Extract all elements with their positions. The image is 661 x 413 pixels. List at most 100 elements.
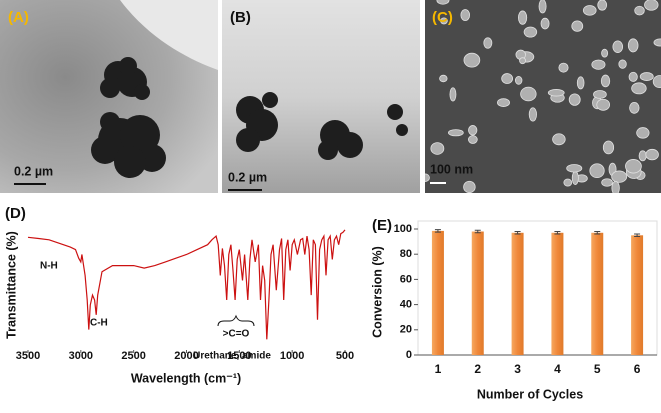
y-tick-label: 20: [400, 324, 412, 336]
particle: [439, 74, 448, 83]
error-bar: [634, 233, 641, 238]
particle: [528, 107, 537, 122]
particle: [601, 178, 613, 187]
x-tick-label: 2500: [121, 350, 145, 362]
x-tick-label: 1500: [227, 350, 251, 362]
particle: [639, 72, 654, 81]
particle: [514, 76, 523, 85]
particle: [523, 26, 538, 38]
error-bar: [474, 229, 481, 234]
x-tick-label: 6: [634, 362, 641, 376]
particle: [601, 48, 609, 58]
x-tick-label: 2000: [174, 350, 198, 362]
particle: [463, 52, 481, 68]
particle: [645, 148, 659, 161]
particle: [596, 98, 611, 111]
scale-bar-label: 0.2 µm: [14, 164, 53, 178]
annotation: Urethane, amide: [193, 351, 271, 362]
x-tick-label: 4: [554, 362, 561, 376]
x-tick-label: 5: [594, 362, 601, 376]
particle: [611, 170, 628, 183]
panel-label: (B): [230, 9, 251, 26]
particle: [483, 37, 493, 49]
particle: [449, 87, 457, 102]
particle: [582, 5, 597, 16]
y-tick-label: 80: [400, 248, 412, 260]
bar: [631, 235, 644, 355]
panel-label: (E): [372, 217, 392, 234]
particle: [652, 75, 661, 89]
bar: [471, 231, 484, 355]
particle: [591, 59, 606, 70]
panel-label: (A): [8, 9, 29, 26]
particle: [636, 127, 650, 139]
bar: [591, 232, 604, 355]
particle: [425, 173, 430, 182]
error-bar: [594, 231, 601, 235]
particle: [600, 74, 611, 88]
particle: [501, 73, 514, 84]
annotation: C-H: [90, 318, 108, 329]
scale-bar-label: 0.2 µm: [228, 170, 267, 184]
particle: [430, 142, 445, 155]
particle: [589, 163, 605, 179]
particle: [538, 0, 547, 14]
particle: [563, 178, 573, 187]
y-tick-label: 0: [406, 349, 412, 361]
bar: [511, 232, 524, 355]
bar: [431, 230, 444, 355]
particle: [568, 93, 581, 106]
y-axis-title: Transmittance (%): [4, 231, 18, 339]
particle: [540, 17, 550, 30]
spectrum-line: [27, 229, 346, 340]
particle: [628, 71, 638, 82]
particle: [436, 0, 450, 5]
particle: [520, 86, 537, 102]
particle: [558, 62, 569, 73]
y-axis-title: Conversion (%): [370, 246, 384, 338]
x-tick-label: 500: [336, 350, 354, 362]
x-tick-label: 3: [514, 362, 521, 376]
particle: [518, 10, 528, 25]
particle: [547, 89, 565, 97]
particle: [653, 38, 661, 47]
scale-bar-label: 100 nm: [430, 162, 473, 176]
y-tick-label: 100: [394, 223, 412, 235]
particle: [447, 129, 464, 137]
particle: [627, 38, 639, 53]
panel-label: (C): [432, 9, 453, 26]
x-tick-label: 1000: [280, 350, 304, 362]
particle: [576, 76, 585, 90]
particle: [440, 17, 448, 25]
annotation: >C=O: [223, 329, 250, 340]
x-tick-label: 2: [474, 362, 481, 376]
particle: [463, 180, 476, 193]
particle: [467, 135, 478, 144]
panel-label: (D): [5, 205, 26, 222]
particle: [611, 180, 620, 193]
brace: [217, 314, 255, 327]
particle: [602, 140, 615, 155]
bar: [551, 232, 564, 355]
particle: [460, 9, 471, 22]
particle: [552, 133, 566, 146]
particle: [519, 57, 526, 65]
x-tick-label: 3000: [69, 350, 93, 362]
annotation: N-H: [40, 261, 58, 272]
y-tick-label: 40: [400, 299, 412, 311]
x-axis-title: Wavelength (cm⁻¹): [131, 371, 241, 385]
y-tick-label: 60: [400, 273, 412, 285]
particle: [468, 125, 478, 136]
x-axis-title: Number of Cycles: [477, 387, 583, 401]
error-bar: [514, 231, 521, 235]
particle: [631, 82, 647, 95]
particle: [497, 98, 510, 107]
error-bar: [434, 229, 441, 233]
particle: [629, 101, 640, 114]
micrograph-b: [222, 0, 420, 193]
particle: [644, 0, 659, 11]
particle: [566, 164, 583, 173]
particle: [618, 59, 627, 69]
particle: [597, 0, 608, 11]
